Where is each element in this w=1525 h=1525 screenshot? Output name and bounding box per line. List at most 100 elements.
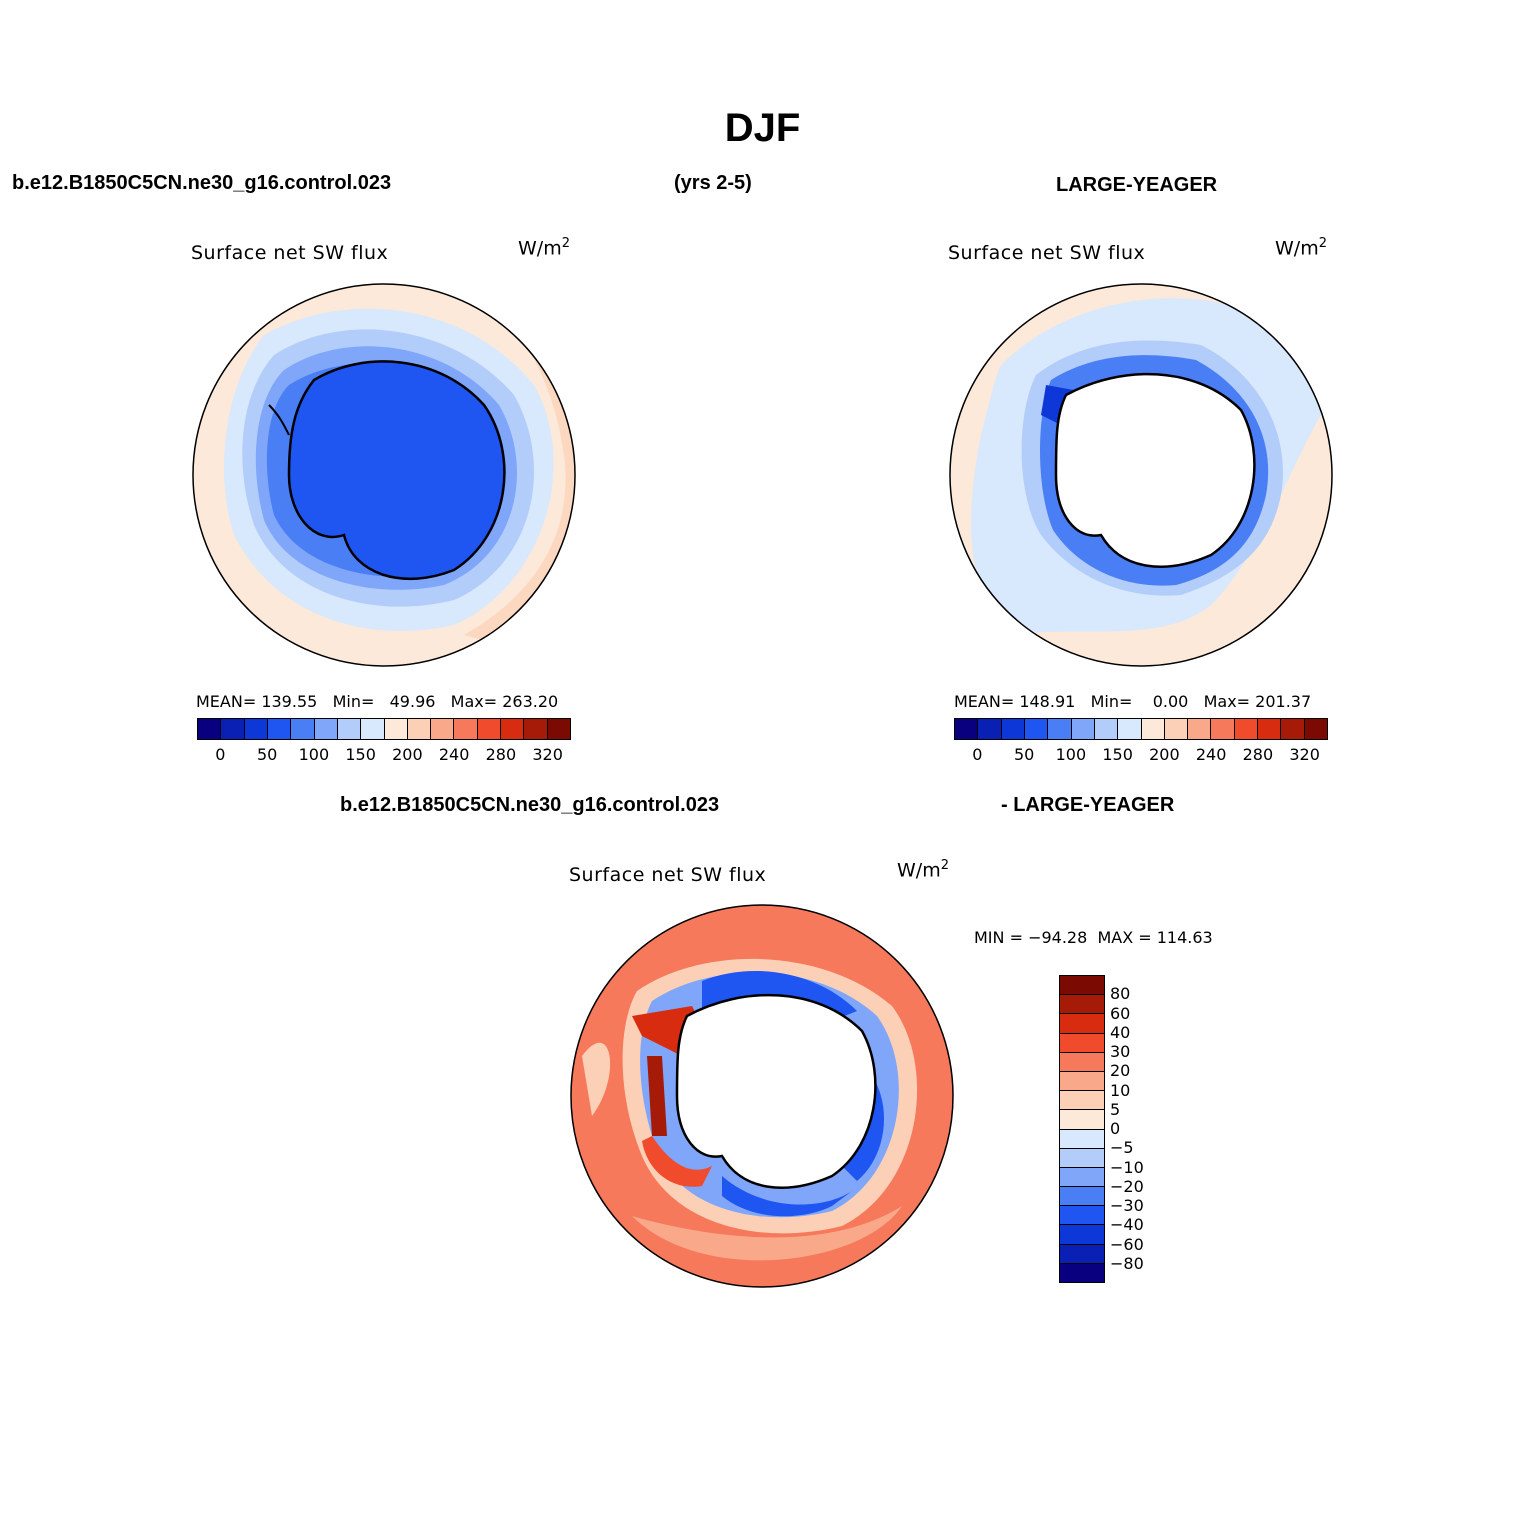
colorbar-tick-label: 0 xyxy=(1110,1119,1121,1138)
colorbar-box xyxy=(1164,719,1189,739)
colorbar-box xyxy=(477,719,502,739)
colorbar-box xyxy=(1071,719,1095,739)
colorbar-tick-label: 200 xyxy=(1149,745,1180,764)
colorbar-tick-label: 0 xyxy=(972,745,983,764)
colorbar-tick-label: 50 xyxy=(256,745,278,764)
colorbar-box xyxy=(1060,1206,1104,1226)
colorbar-box xyxy=(384,719,408,739)
colorbar-box xyxy=(524,719,548,739)
colorbar-box xyxy=(407,719,432,739)
colorbar-tick-label: 100 xyxy=(1055,745,1087,764)
colorbar-tick-label: 20 xyxy=(1110,1061,1131,1081)
colorbar-box xyxy=(244,719,268,739)
colorbar-tick-label: 200 xyxy=(392,745,423,764)
colorbar-box xyxy=(198,719,222,739)
colorbar-tick-label: 10 xyxy=(1110,1080,1131,1100)
colorbar-tick-label: −5 xyxy=(1110,1138,1134,1158)
colorbar-tick-label: 320 xyxy=(532,745,563,764)
colorbar-box xyxy=(1060,1052,1104,1072)
colorbar-box xyxy=(1258,719,1282,739)
colorbar-box xyxy=(1060,1263,1104,1282)
colorbar-box xyxy=(291,719,315,739)
colorbar-box xyxy=(1024,719,1049,739)
colorbar-tick-label: 0 xyxy=(215,745,226,764)
colorbar-box xyxy=(1234,719,1259,739)
colorbar-tick-label: 280 xyxy=(1242,745,1274,764)
colorbar-tick-label: 60 xyxy=(1110,1003,1131,1023)
panel-1-colorbar xyxy=(197,718,571,740)
panel-3-title: Surface net SW flux xyxy=(569,864,767,886)
colorbar-box xyxy=(267,719,292,739)
colorbar-tick-label: 40 xyxy=(1110,1022,1131,1042)
panel-1-stats: MEAN= 139.55 Min= 49.96 Max= 263.20 xyxy=(196,692,559,711)
colorbar-tick-label: −20 xyxy=(1110,1176,1144,1196)
colorbar-tick-label: −80 xyxy=(1110,1253,1144,1273)
colorbar-box xyxy=(1281,719,1305,739)
colorbar-box xyxy=(955,719,979,739)
colorbar-tick-label: −60 xyxy=(1110,1234,1144,1254)
colorbar-box xyxy=(1060,1014,1104,1034)
panel-2-polar-map xyxy=(949,283,1333,667)
colorbar-box xyxy=(1060,1033,1104,1053)
colorbar-tick-label: 240 xyxy=(1195,745,1227,764)
colorbar-tick-label: 240 xyxy=(438,745,470,764)
colorbar-box xyxy=(1211,719,1235,739)
panel-3-polar-map xyxy=(570,904,954,1288)
panel-3-units: W/m2 xyxy=(897,858,949,882)
colorbar-box xyxy=(1060,1110,1104,1130)
colorbar-box xyxy=(1118,719,1142,739)
colorbar-tick-label: 280 xyxy=(485,745,517,764)
panel-2-title: Surface net SW flux xyxy=(948,242,1146,264)
colorbar-box xyxy=(1060,1167,1104,1188)
colorbar-tick-label: 80 xyxy=(1110,984,1131,1004)
colorbar-box xyxy=(361,719,385,739)
colorbar-box xyxy=(454,719,478,739)
case-name-left: b.e12.B1850C5CN.ne30_g16.control.023 xyxy=(12,172,392,194)
panel-1-title: Surface net SW flux xyxy=(191,242,389,264)
colorbar-box xyxy=(1304,719,1327,739)
colorbar-tick-label: 50 xyxy=(1013,745,1035,764)
figure-title: DJF xyxy=(724,106,801,150)
colorbar-tick-label: 150 xyxy=(345,745,376,764)
panel-1-polar-map xyxy=(192,283,576,667)
colorbar-tick-label: 100 xyxy=(298,745,330,764)
colorbar-box xyxy=(1048,719,1072,739)
colorbar-box xyxy=(1094,719,1119,739)
colorbar-box xyxy=(314,719,338,739)
panel-2-colorbar xyxy=(954,718,1328,740)
colorbar-box xyxy=(1060,995,1104,1015)
colorbar-box xyxy=(1060,1225,1104,1245)
colorbar-box xyxy=(1060,1071,1104,1092)
colorbar-box xyxy=(337,719,362,739)
colorbar-box xyxy=(1060,1129,1104,1149)
colorbar-tick-label: −40 xyxy=(1110,1215,1144,1235)
panel-2-stats: MEAN= 148.91 Min= 0.00 Max= 201.37 xyxy=(954,692,1312,711)
panel-3-stats: MIN = −94.28 MAX = 114.63 xyxy=(974,928,1213,947)
colorbar-box xyxy=(431,719,455,739)
panel-3-colorbar xyxy=(1059,975,1105,1283)
diff-header-left: b.e12.B1850C5CN.ne30_g16.control.023 xyxy=(340,794,720,816)
panel-1-units: W/m2 xyxy=(518,236,570,260)
case-name-right: LARGE-YEAGER xyxy=(1056,174,1218,196)
colorbar-tick-label: 5 xyxy=(1110,1099,1121,1119)
colorbar-box xyxy=(1060,976,1104,996)
colorbar-box xyxy=(501,719,525,739)
colorbar-box xyxy=(1188,719,1212,739)
colorbar-box xyxy=(1001,719,1025,739)
colorbar-tick-label: −30 xyxy=(1110,1196,1144,1215)
colorbar-box xyxy=(978,719,1002,739)
colorbar-box xyxy=(1060,1187,1104,1207)
colorbar-box xyxy=(1141,719,1165,739)
colorbar-box xyxy=(547,719,570,739)
colorbar-box xyxy=(221,719,245,739)
panel-2-units: W/m2 xyxy=(1275,236,1327,260)
years-label: (yrs 2-5) xyxy=(674,172,752,194)
colorbar-box xyxy=(1060,1148,1104,1168)
colorbar-box xyxy=(1060,1091,1104,1111)
colorbar-box xyxy=(1060,1244,1104,1264)
diff-header-right: - LARGE-YEAGER xyxy=(1001,794,1175,816)
colorbar-tick-label: 320 xyxy=(1289,745,1320,764)
colorbar-tick-label: 150 xyxy=(1102,745,1133,764)
colorbar-tick-label: −10 xyxy=(1110,1157,1144,1177)
colorbar-tick-label: 30 xyxy=(1110,1042,1131,1061)
